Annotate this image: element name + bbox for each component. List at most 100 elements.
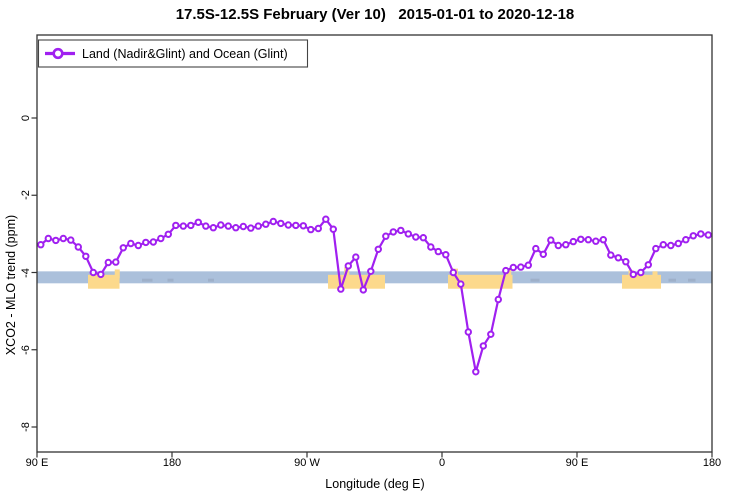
data-point bbox=[607, 251, 615, 259]
data-point bbox=[82, 252, 90, 260]
plot-frame bbox=[36, 34, 713, 453]
legend-label: Land (Nadir&Glint) and Ocean (Glint) bbox=[82, 47, 288, 61]
data-point bbox=[667, 241, 675, 250]
data-point bbox=[89, 268, 98, 277]
data-point bbox=[419, 234, 427, 242]
data-point bbox=[209, 224, 218, 232]
data-point bbox=[239, 222, 248, 231]
data-point bbox=[254, 222, 262, 230]
data-point bbox=[629, 270, 637, 279]
orange-band-bump bbox=[114, 269, 120, 279]
data-point bbox=[487, 330, 495, 338]
y-axis-tick-label: -8 bbox=[20, 422, 32, 432]
y-axis-tick-label: 0 bbox=[20, 114, 32, 122]
data-point bbox=[404, 230, 412, 238]
data-point bbox=[284, 221, 292, 229]
data-point bbox=[277, 219, 285, 228]
data-point bbox=[232, 224, 240, 232]
data-point bbox=[622, 258, 630, 266]
orange-band-bump bbox=[506, 268, 512, 279]
gray-band-dash bbox=[668, 278, 676, 282]
data-point bbox=[322, 215, 330, 223]
data-point bbox=[329, 225, 337, 233]
data-point bbox=[509, 263, 517, 272]
data-point bbox=[314, 224, 322, 233]
data-point bbox=[554, 241, 562, 250]
data-point bbox=[157, 234, 165, 243]
data-point bbox=[562, 241, 570, 249]
data-point bbox=[397, 226, 405, 235]
data-point bbox=[524, 261, 532, 269]
data-point bbox=[659, 241, 667, 249]
data-point bbox=[172, 221, 180, 230]
data-point bbox=[689, 232, 697, 240]
chart-title: 17.5S-12.5S February (Ver 10) 2015-01-01… bbox=[175, 6, 575, 23]
data-point bbox=[67, 236, 75, 244]
data-series bbox=[37, 215, 712, 376]
data-point bbox=[52, 236, 60, 245]
orange-band-bump bbox=[652, 271, 658, 279]
legend-marker-circle bbox=[52, 47, 64, 60]
data-point bbox=[224, 222, 233, 230]
y-axis-tick-label: -6 bbox=[20, 344, 32, 355]
y-axis-label: XCO2 - MLO trend (ppm) bbox=[4, 214, 18, 356]
data-point bbox=[704, 231, 712, 239]
data-point bbox=[119, 244, 128, 252]
legend-box bbox=[37, 39, 309, 68]
x-axis-label: Longitude (deg E) bbox=[325, 477, 425, 491]
x-axis-tick-label: 0 bbox=[438, 457, 446, 469]
data-point bbox=[134, 241, 143, 250]
data-point bbox=[74, 243, 83, 251]
data-point bbox=[682, 236, 690, 244]
data-point bbox=[37, 241, 45, 249]
x-axis-tick-label: 90 E bbox=[25, 457, 49, 469]
data-point bbox=[517, 263, 525, 271]
data-point bbox=[344, 262, 352, 270]
data-point bbox=[382, 232, 390, 240]
data-point bbox=[637, 268, 645, 277]
data-point bbox=[164, 230, 173, 239]
data-point bbox=[532, 244, 540, 253]
data-point bbox=[464, 328, 472, 336]
data-point bbox=[644, 261, 652, 269]
data-point bbox=[389, 228, 397, 236]
x-axis-tick-label: 90 E bbox=[565, 457, 589, 469]
data-point bbox=[217, 221, 225, 229]
data-point bbox=[599, 236, 607, 244]
data-point bbox=[269, 217, 277, 226]
data-point bbox=[697, 230, 705, 238]
data-point bbox=[449, 268, 457, 277]
data-point bbox=[179, 222, 188, 230]
data-point bbox=[434, 247, 442, 256]
data-line bbox=[40, 218, 709, 373]
data-point bbox=[202, 222, 210, 230]
data-point bbox=[262, 220, 270, 228]
data-point bbox=[427, 243, 435, 251]
data-point bbox=[194, 218, 203, 227]
data-point bbox=[674, 239, 682, 248]
data-point bbox=[569, 237, 577, 246]
data-point bbox=[584, 236, 592, 244]
y-axis-tick-label: -4 bbox=[20, 267, 32, 278]
data-point bbox=[44, 234, 52, 243]
data-point bbox=[479, 342, 487, 350]
data-point bbox=[442, 251, 450, 259]
data-point bbox=[652, 244, 660, 253]
data-point bbox=[494, 295, 502, 304]
gray-band-dash bbox=[688, 278, 696, 282]
y-axis-tick-label: -2 bbox=[20, 190, 32, 201]
gray-band-dash bbox=[530, 278, 540, 282]
data-point bbox=[127, 239, 135, 248]
data-point bbox=[374, 245, 382, 254]
data-point bbox=[539, 250, 547, 259]
data-point bbox=[337, 285, 345, 293]
data-point bbox=[97, 270, 105, 279]
data-point bbox=[112, 258, 120, 266]
data-point bbox=[307, 225, 315, 234]
data-point bbox=[614, 254, 622, 262]
data-point bbox=[299, 222, 307, 230]
gray-band-dash bbox=[142, 278, 153, 282]
axis-ticks bbox=[31, 117, 713, 458]
data-point bbox=[367, 267, 375, 275]
